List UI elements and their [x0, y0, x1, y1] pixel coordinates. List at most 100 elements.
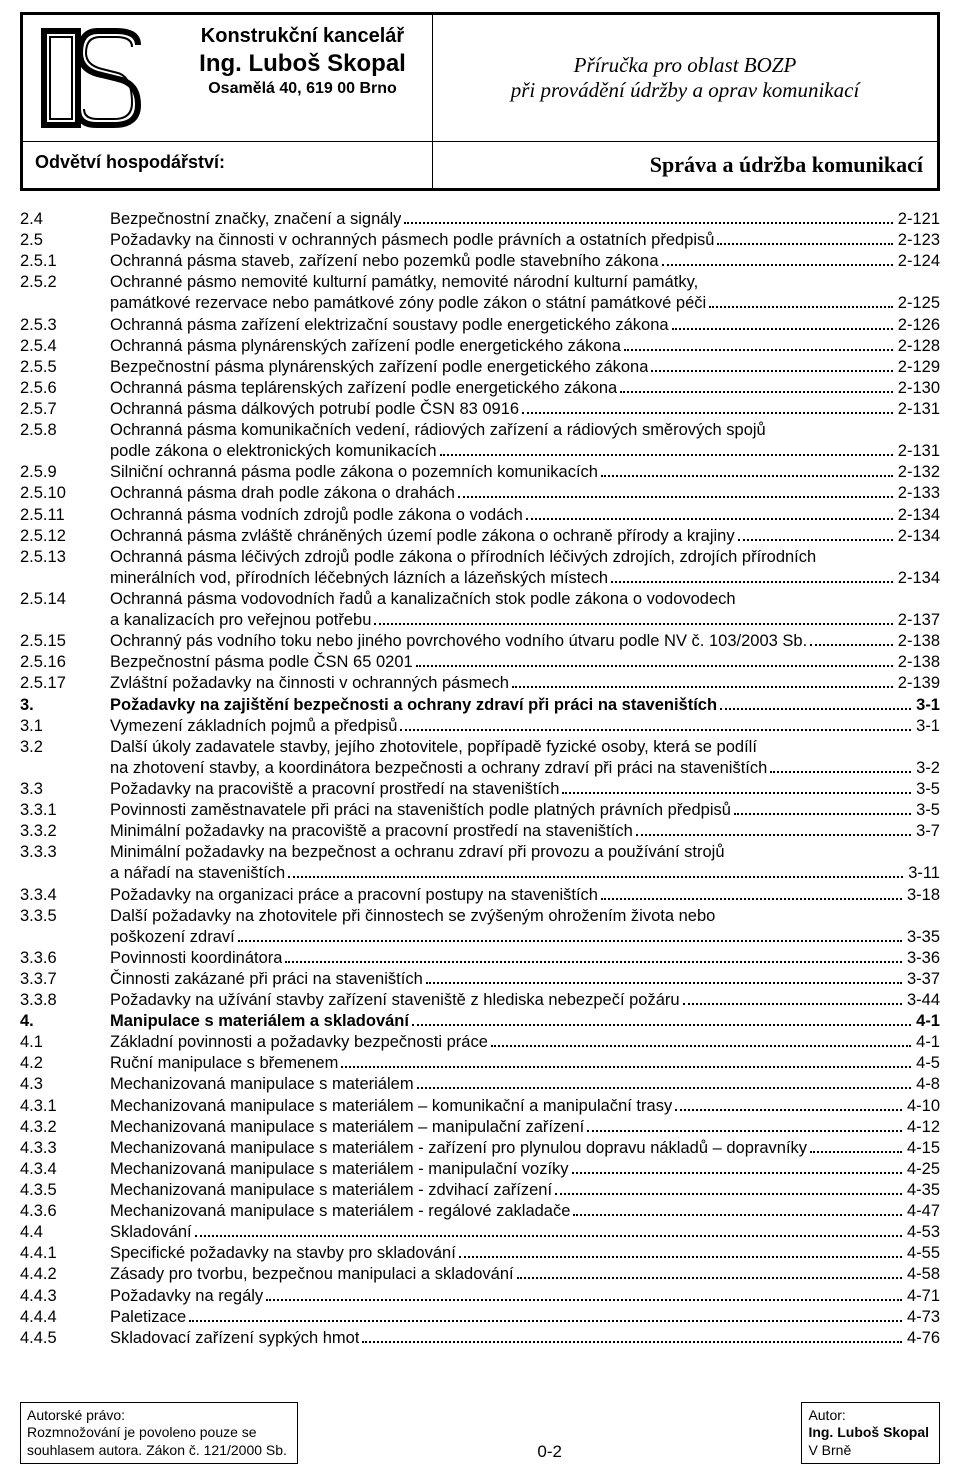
- toc-leader-dots: [412, 1024, 911, 1026]
- toc-leader-dots: [440, 454, 893, 456]
- toc-number: 4.2: [20, 1053, 110, 1074]
- toc-title: Další úkoly zadavatele stavby, jejího zh…: [110, 737, 757, 758]
- toc-title: podle zákona o elektronických komunikací…: [110, 441, 437, 462]
- footer-right-1: Autor:: [808, 1407, 929, 1425]
- document-header: Konstrukční kancelář Ing. Luboš Skopal O…: [20, 12, 940, 191]
- toc-page: 3-1: [914, 716, 940, 737]
- toc-title: Bezpečnostní značky, značení a signály: [110, 209, 401, 230]
- page-footer: Autorské právo: Rozmnožování je povoleno…: [20, 1402, 940, 1465]
- toc-row: památkové rezervace nebo památkové zóny …: [20, 293, 940, 314]
- toc-leader-dots: [374, 623, 892, 625]
- toc-title: Bezpečnostní pásma plynárenských zařízen…: [110, 357, 648, 378]
- toc-row: 4.4Skladování4-53: [20, 1222, 940, 1243]
- toc-leader-dots: [189, 1320, 902, 1322]
- toc-title: Mechanizovaná manipulace s materiálem: [110, 1074, 414, 1095]
- toc-number: 4.3.4: [20, 1159, 110, 1180]
- toc-page: 4-55: [905, 1243, 940, 1264]
- footer-left-2: Rozmnožování je povoleno pouze se: [27, 1424, 287, 1442]
- toc-number: 2.5.2: [20, 272, 110, 293]
- toc-number: 4.: [20, 1011, 110, 1032]
- toc-leader-dots: [285, 961, 902, 963]
- toc-leader-dots: [562, 792, 911, 794]
- toc-number: 4.3.3: [20, 1138, 110, 1159]
- toc-number: 2.5.13: [20, 547, 110, 568]
- toc-page: 4-1: [914, 1011, 940, 1032]
- toc-page: 2-121: [896, 209, 940, 230]
- toc-leader-dots: [672, 328, 893, 330]
- toc-leader-dots: [400, 729, 911, 731]
- toc-title: Ochranná pásma zařízení elektrizační sou…: [110, 315, 669, 336]
- toc-row: minerálních vod, přírodních léčebných lá…: [20, 568, 940, 589]
- toc-title: Zvláštní požadavky na činnosti v ochrann…: [110, 673, 509, 694]
- toc-leader-dots: [810, 1151, 902, 1153]
- toc-title: Zásady pro tvorbu, bezpečnou manipulaci …: [110, 1264, 514, 1285]
- toc-page: 2-132: [896, 462, 940, 483]
- toc-page: 2-137: [896, 610, 940, 631]
- toc-leader-dots: [810, 644, 893, 646]
- toc-number: 4.3: [20, 1074, 110, 1095]
- toc-row: 2.5.15Ochranný pás vodního toku nebo jin…: [20, 631, 940, 652]
- toc-leader-dots: [266, 1299, 902, 1301]
- toc-page: 4-58: [905, 1264, 940, 1285]
- toc-title: Ochranná pásma zvláště chráněných území …: [110, 526, 735, 547]
- toc-row: 2.5.3Ochranná pásma zařízení elektrizačn…: [20, 315, 940, 336]
- toc-page: 2-139: [896, 673, 940, 694]
- logo-cell: [23, 15, 173, 141]
- toc-page: 3-2: [914, 758, 940, 779]
- toc-row: 2.5.6Ochranná pásma teplárenských zaříze…: [20, 378, 940, 399]
- toc-row: 3.3.5Další požadavky na zhotovitele při …: [20, 906, 940, 927]
- toc-row: 2.5.2Ochranné pásmo nemovité kulturní pa…: [20, 272, 940, 293]
- toc-title: Mechanizovaná manipulace s materiálem - …: [110, 1180, 552, 1201]
- toc-title: Požadavky na organizaci práce a pracovní…: [110, 885, 598, 906]
- toc-title: Skladování: [110, 1222, 192, 1243]
- toc-title: Požadavky na zajištění bezpečnosti a och…: [110, 695, 717, 716]
- toc-number: 2.5.12: [20, 526, 110, 547]
- toc-leader-dots: [720, 708, 911, 710]
- toc-number: 4.4.5: [20, 1328, 110, 1349]
- toc-row: poškození zdraví3-35: [20, 927, 940, 948]
- toc-leader-dots: [675, 1109, 902, 1111]
- toc-title: Skladovací zařízení sypkých hmot: [110, 1328, 359, 1349]
- toc-row: a kanalizacích pro veřejnou potřebu 2-137: [20, 610, 940, 631]
- toc-title: Další požadavky na zhotovitele při činno…: [110, 906, 715, 927]
- toc-leader-dots: [738, 539, 893, 541]
- toc-leader-dots: [624, 349, 893, 351]
- toc-number: 4.4.3: [20, 1286, 110, 1307]
- toc-title: Základní povinnosti a požadavky bezpečno…: [110, 1032, 488, 1053]
- toc-row: 3.3.6Povinnosti koordinátora3-36: [20, 948, 940, 969]
- toc-page: 4-1: [914, 1032, 940, 1053]
- toc-row: 3.3Požadavky na pracoviště a pracovní pr…: [20, 779, 940, 800]
- toc-page: 4-25: [905, 1159, 940, 1180]
- toc-number: 4.4.1: [20, 1243, 110, 1264]
- toc-number: 3.3.7: [20, 969, 110, 990]
- toc-title: Ochranná pásma vodovodních řadů a kanali…: [110, 589, 736, 610]
- toc-leader-dots: [636, 834, 911, 836]
- page-number: 0-2: [298, 1442, 801, 1464]
- toc-page: 2-126: [896, 315, 940, 336]
- toc-row: 4.3.2Mechanizovaná manipulace s materiál…: [20, 1117, 940, 1138]
- toc-row: 4.4.1Specifické požadavky na stavby pro …: [20, 1243, 940, 1264]
- toc-title: a kanalizacích pro veřejnou potřebu: [110, 610, 371, 631]
- toc-leader-dots: [362, 1341, 902, 1343]
- toc-leader-dots: [491, 1045, 911, 1047]
- toc-title: Ochranný pás vodního toku nebo jiného po…: [110, 631, 807, 652]
- toc-page: 3-37: [905, 969, 940, 990]
- toc-number: 4.3.2: [20, 1117, 110, 1138]
- footer-right-2: Ing. Luboš Skopal: [808, 1424, 929, 1442]
- toc-leader-dots: [601, 898, 902, 900]
- toc-page: 3-44: [905, 990, 940, 1011]
- toc-number: 2.5.6: [20, 378, 110, 399]
- company-name-2: Ing. Luboš Skopal: [181, 50, 424, 78]
- toc-row: 4.4.4Paletizace4-73: [20, 1307, 940, 1328]
- toc-row: 3.2Další úkoly zadavatele stavby, jejího…: [20, 737, 940, 758]
- toc-row: 3.3.1Povinnosti zaměstnavatele při práci…: [20, 800, 940, 821]
- toc-page: 2-129: [896, 357, 940, 378]
- toc-leader-dots: [417, 1087, 912, 1089]
- toc-row: 2.5.10Ochranná pásma drah podle zákona o…: [20, 483, 940, 504]
- company-name-1: Konstrukční kancelář: [181, 25, 424, 48]
- toc-title: na zhotovení stavby, a koordinátora bezp…: [110, 758, 767, 779]
- toc-page: 2-130: [896, 378, 940, 399]
- toc-number: 2.5.17: [20, 673, 110, 694]
- toc-title: Ochranná pásma dálkových potrubí podle Č…: [110, 399, 519, 420]
- toc-row: 4.3.6Mechanizovaná manipulace s materiál…: [20, 1201, 940, 1222]
